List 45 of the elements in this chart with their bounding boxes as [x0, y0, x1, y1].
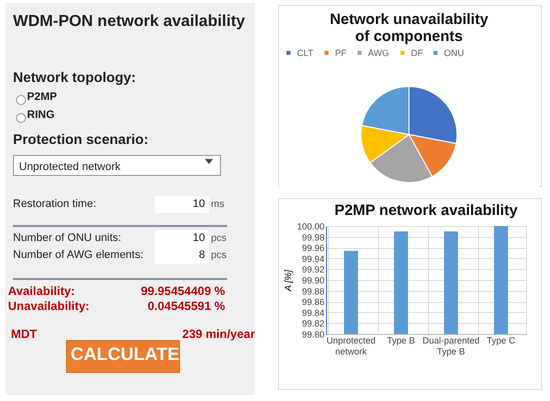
text: Availability:	[8, 284, 75, 298]
text: MDT	[11, 327, 37, 341]
text: Number of AWG elements:	[13, 249, 144, 261]
text: ms	[211, 199, 224, 210]
y-axis-title: A [%]	[282, 269, 293, 292]
y-tick-label: 99.80	[302, 330, 324, 340]
y-tick-label: 100.00	[296, 222, 324, 232]
legend-label: ONU	[444, 48, 464, 58]
chart-title: Network unavailability of components	[330, 11, 489, 45]
text: Unavailability:	[8, 299, 90, 313]
text: RING	[27, 109, 54, 121]
x-tick-label: Type B	[386, 336, 416, 346]
text: 239 min/year	[182, 327, 255, 341]
legend-label: DF	[411, 48, 424, 58]
y-tick-label: 99.96	[302, 243, 324, 254]
text: Unprotected network	[19, 161, 120, 173]
text: WDM-PON network availability	[13, 13, 246, 31]
text: Protection scenario:	[13, 131, 148, 147]
text: CALCULATE	[70, 344, 180, 365]
text: 99.95454409 %	[140, 284, 225, 298]
legend-label: AWG	[368, 48, 390, 58]
y-tick-label: 99.86	[302, 297, 324, 308]
text: Number of ONU units:	[13, 232, 122, 244]
x-tick-label: Dual-parented Type B	[422, 336, 480, 356]
text: 8	[198, 249, 205, 261]
x-tick-label: Unprotected network	[326, 336, 376, 356]
chart-title: P2MP network availability	[334, 202, 518, 219]
text: 10	[192, 232, 205, 244]
legend-label: PF	[335, 48, 348, 58]
text: 10	[192, 198, 205, 210]
y-tick-label: 99.92	[302, 264, 324, 275]
text: 0.04545591 %	[148, 299, 225, 313]
legend-label: CLT	[297, 48, 314, 58]
y-tick-label: 99.98	[302, 232, 324, 242]
text: Network topology:	[13, 69, 136, 85]
y-tick-label: 99.88	[302, 286, 324, 296]
y-tick-label: 99.84	[302, 308, 324, 318]
text: Restoration time:	[13, 198, 96, 210]
y-tick-label: 99.90	[302, 276, 324, 286]
x-tick-label: Type C	[486, 336, 516, 346]
y-tick-label: 99.94	[302, 254, 324, 264]
y-tick-label: 99.82	[302, 318, 324, 329]
text: pcs	[211, 233, 227, 244]
text: pcs	[211, 250, 227, 261]
text: P2MP	[27, 91, 57, 103]
